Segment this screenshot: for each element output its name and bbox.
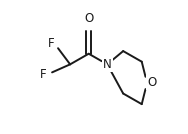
Text: N: N (103, 58, 112, 71)
Text: O: O (84, 12, 93, 25)
Text: O: O (147, 76, 156, 89)
Text: F: F (40, 68, 46, 81)
Text: F: F (48, 37, 54, 50)
